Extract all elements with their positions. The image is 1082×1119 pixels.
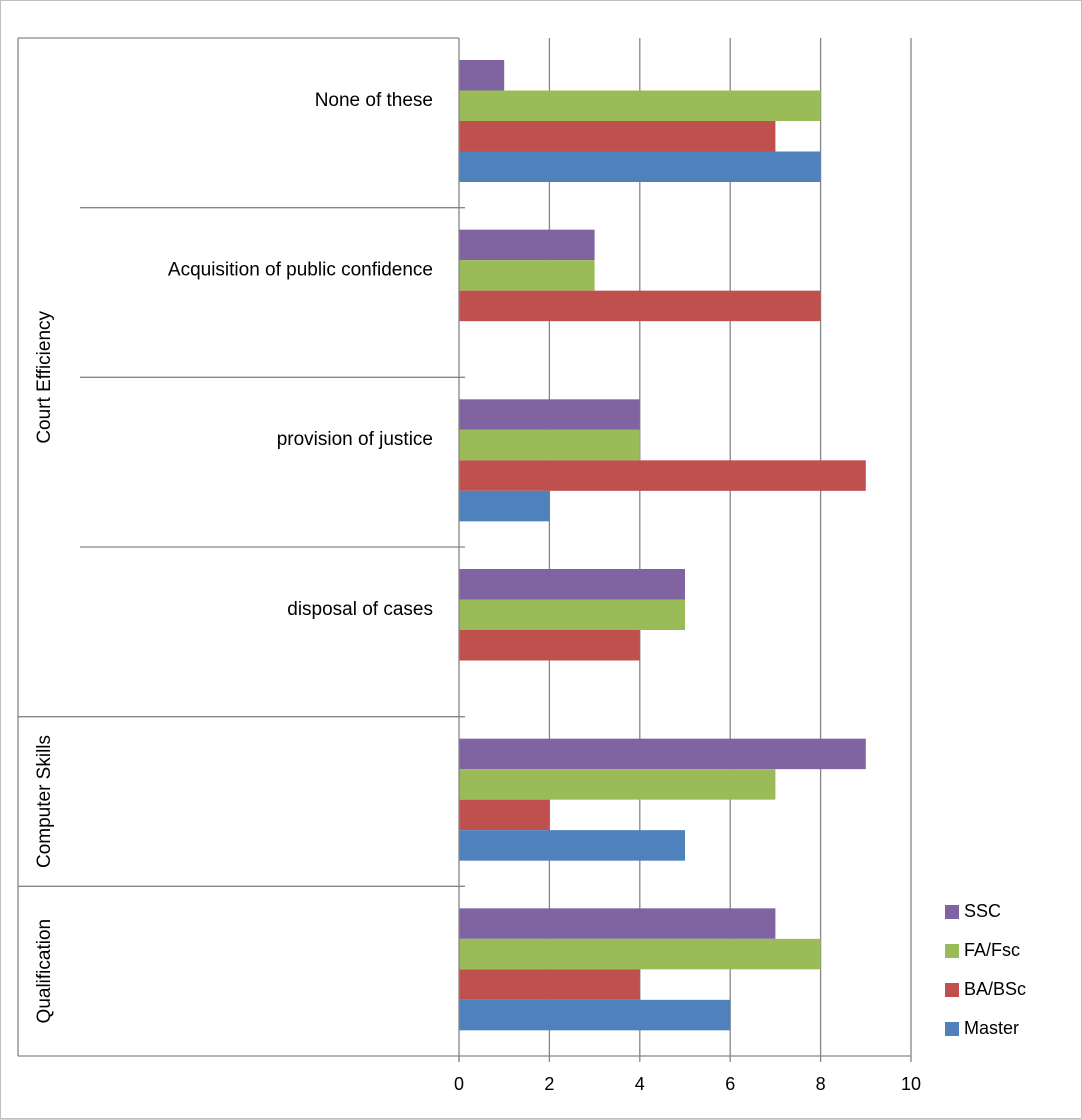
category-label-none-of-these: None of these — [315, 90, 433, 111]
legend-label-ba-bsc: BA/BSc — [964, 979, 1026, 999]
axes — [17, 37, 912, 1062]
bar-ba-bsc-acquisition-of-public-confidence — [459, 290, 821, 322]
bar-fa-fsc-row-4 — [459, 769, 776, 800]
bar-fa-fsc-disposal-of-cases — [459, 599, 685, 630]
legend-swatch-ba-bsc — [945, 983, 959, 997]
legend-swatch-master — [945, 1022, 959, 1036]
group-label-computer-skills: Computer Skills — [34, 735, 55, 868]
bar-ssc-none-of-these — [459, 60, 505, 91]
category-label-provision-of-justice: provision of justice — [277, 429, 433, 450]
legend-label-fa-fsc: FA/Fsc — [964, 940, 1020, 960]
group-labels: Court Efficiency Computer Skills Qualifica… — [34, 310, 55, 1023]
bar-ssc-provision-of-justice — [459, 399, 640, 430]
bar-fa-fsc-none-of-these — [459, 90, 821, 121]
bar-ssc-row-5 — [459, 908, 776, 939]
bar-fa-fsc-provision-of-justice — [459, 429, 640, 461]
x-tick-label-4: 4 — [635, 1074, 645, 1094]
category-labels: None of these Acquisition of public confi… — [168, 90, 433, 620]
category-label-disposal-of-cases: disposal of cases — [287, 599, 433, 620]
x-tick-label-2: 2 — [544, 1074, 554, 1094]
bar-master-provision-of-justice — [459, 490, 550, 522]
group-label-qualification: Qualification — [34, 919, 55, 1024]
x-tick-label-8: 8 — [816, 1074, 826, 1094]
group-label-court-efficiency: Court Efficiency — [34, 310, 55, 443]
bar-ssc-acquisition-of-public-confidence — [459, 229, 595, 261]
bar-master-none-of-these — [459, 151, 821, 182]
bar-ba-bsc-row-4 — [459, 799, 550, 831]
bar-ba-bsc-row-5 — [459, 969, 640, 1000]
legend-label-master: Master — [964, 1018, 1019, 1038]
bar-fa-fsc-row-5 — [459, 938, 821, 970]
category-label-acquisition-of-public-confidence: Acquisition of public confidence — [168, 260, 433, 281]
bar-ssc-disposal-of-cases — [459, 569, 685, 600]
bar-master-row-5 — [459, 999, 731, 1031]
legend: SSC FA/Fsc BA/BSc Master — [945, 901, 1026, 1038]
x-tick-labels: 0 2 4 6 8 10 — [454, 1074, 921, 1094]
legend-label-ssc: SSC — [964, 901, 1001, 921]
legend-swatch-ssc — [945, 905, 959, 919]
bar-ba-bsc-none-of-these — [459, 121, 776, 152]
bar-ba-bsc-disposal-of-cases — [459, 630, 640, 661]
bar-ssc-row-4 — [459, 738, 866, 770]
bar-fa-fsc-acquisition-of-public-confidence — [459, 260, 595, 291]
gridlines — [548, 38, 912, 1056]
legend-swatch-fa-fsc — [945, 944, 959, 958]
bars — [459, 60, 866, 1031]
x-tick-label-6: 6 — [725, 1074, 735, 1094]
x-tick-label-0: 0 — [454, 1074, 464, 1094]
x-tick-label-10: 10 — [901, 1074, 921, 1094]
bar-ba-bsc-provision-of-justice — [459, 460, 866, 491]
bar-master-row-4 — [459, 830, 685, 861]
